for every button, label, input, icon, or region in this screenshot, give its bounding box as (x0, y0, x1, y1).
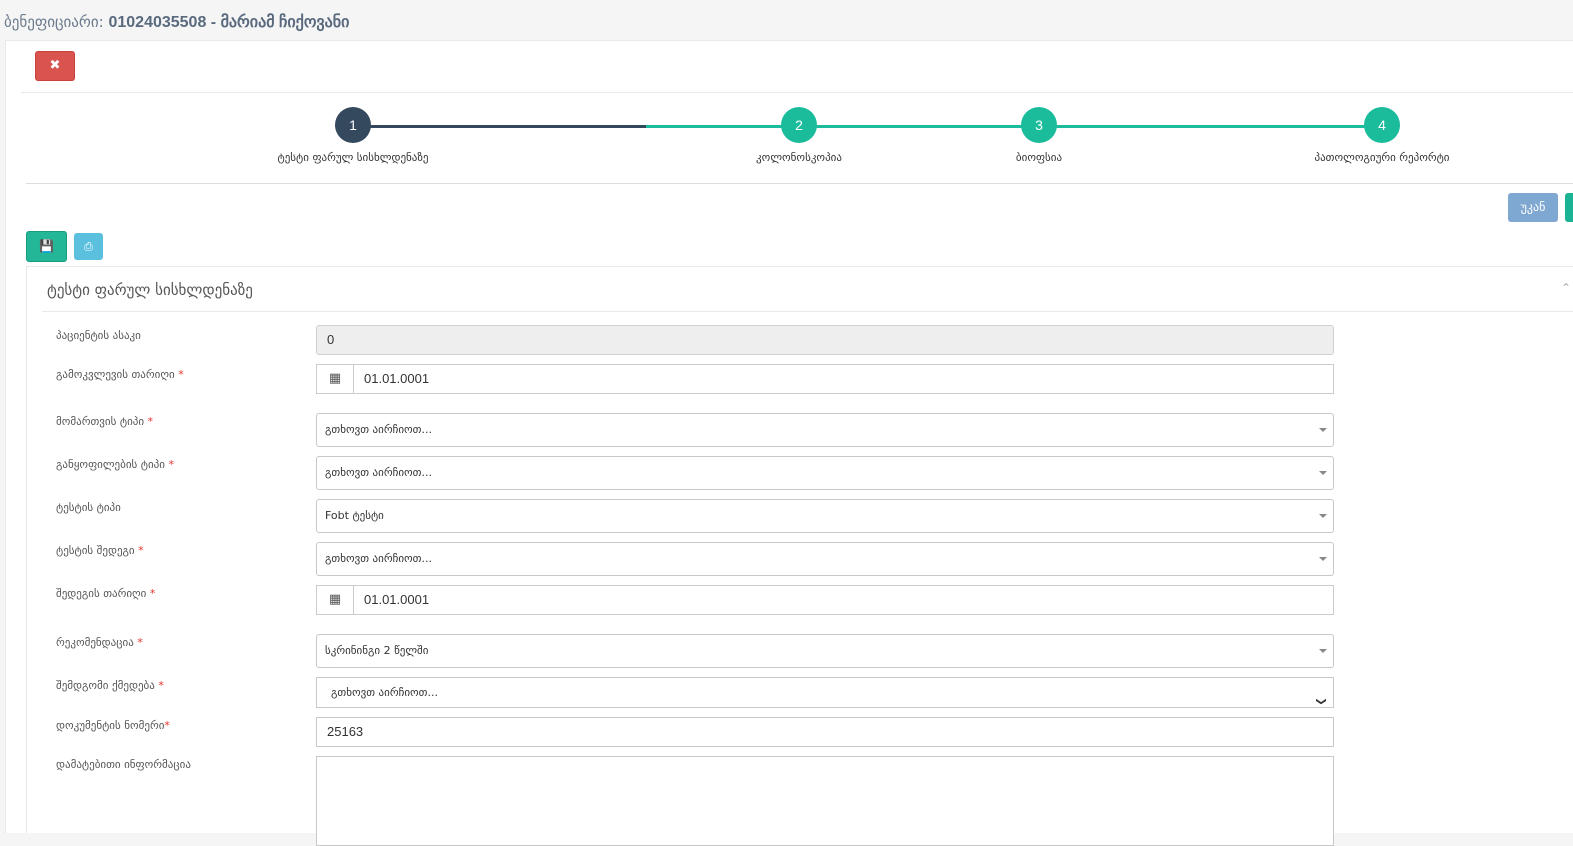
result-date-value: 01.01.0001 (354, 586, 429, 614)
wizard-step-3-label[interactable]: ბიოფსია (1016, 151, 1062, 164)
form-panel: ტესტი ფარულ სისხლდენაზე ⌃ პაციენტის ასაკ… (26, 266, 1573, 833)
selected-value: გთხოვთ აირჩიოთ... (325, 552, 432, 565)
wizard-step-1[interactable]: 1 (335, 107, 371, 143)
document-number-input[interactable]: 25163 (316, 717, 1334, 747)
back-button[interactable]: უკან (1508, 193, 1558, 222)
beneficiary-header: ბენეფიციარი: 01024035508 - მარიამ ჩიქოვა… (0, 0, 1573, 40)
selected-value: გთხოვთ აირჩიოთ... (331, 686, 438, 699)
times-icon: ✖ (50, 58, 61, 73)
caret-down-icon (1319, 428, 1327, 432)
test-result-select[interactable]: გთხოვთ აირჩიოთ... (316, 542, 1334, 576)
required-marker: * (138, 544, 144, 557)
field-label: შემდგომი ქმედება (56, 679, 155, 692)
field-label: მომართვის ტიპი (56, 415, 144, 428)
required-marker: * (158, 679, 164, 692)
wizard-step-4-label[interactable]: პათოლოგიური რეპორტი (1315, 151, 1450, 164)
field-label: გამოკვლევის თარიღი (56, 368, 175, 381)
progress-line-done (353, 125, 646, 128)
divider (26, 183, 1573, 184)
department-type-select[interactable]: გთხოვთ აირჩიოთ... (316, 456, 1334, 490)
next-action-select[interactable]: გთხოვთ აირჩიოთ... ❯ (316, 677, 1334, 708)
selected-value: სკრინინგი 2 წელში (325, 644, 428, 657)
floppy-icon: 💾 (39, 239, 54, 253)
next-button[interactable] (1565, 193, 1573, 222)
divider (42, 311, 1573, 312)
beneficiary-label: ბენეფიციარი: (4, 13, 104, 31)
exam-date-value: 01.01.0001 (354, 365, 429, 393)
wizard-step-4[interactable]: 4 (1364, 107, 1400, 143)
print-icon: ⎙ (84, 240, 93, 253)
close-button[interactable]: ✖ (35, 51, 75, 81)
wizard: 1 2 3 4 ტესტი ფარულ სისხლდენაზე კოლონოსკ… (26, 107, 1573, 183)
referral-type-select[interactable]: გთხოვთ აირჩიოთ... (316, 413, 1334, 447)
save-button[interactable]: 💾 (26, 231, 67, 262)
divider (21, 92, 1573, 93)
wizard-step-3[interactable]: 3 (1021, 107, 1057, 143)
caret-down-icon (1319, 557, 1327, 561)
calendar-icon[interactable]: ▦ (317, 365, 354, 393)
field-label: დამატებითი ინფორმაცია (56, 758, 191, 771)
required-marker: * (178, 368, 184, 381)
chevron-down-icon: ❯ (1306, 697, 1335, 705)
required-marker: * (148, 415, 154, 428)
main-content: ✖ 1 2 3 4 ტესტი ფარულ სისხლდენაზე კოლონო… (5, 40, 1573, 833)
recommendation-select[interactable]: სკრინინგი 2 წელში (316, 634, 1334, 668)
beneficiary-value: 01024035508 - მარიამ ჩიქოვანი (108, 14, 349, 31)
field-label: განყოფილების ტიპი (56, 458, 165, 471)
selected-value: გთხოვთ აირჩიოთ... (325, 466, 432, 479)
field-label: პაციენტის ასაკი (56, 329, 141, 342)
field-label: რეკომენდაცია (56, 636, 134, 649)
selected-value: Fobt ტესტი (325, 509, 384, 522)
calendar-icon[interactable]: ▦ (317, 586, 354, 614)
result-date-input[interactable]: ▦01.01.0001 (316, 585, 1334, 615)
caret-down-icon (1319, 649, 1327, 653)
caret-down-icon (1319, 514, 1327, 518)
caret-down-icon (1319, 471, 1327, 475)
print-button[interactable]: ⎙ (74, 233, 103, 260)
field-label: შედეგის თარიღი (56, 587, 146, 600)
wizard-step-1-label[interactable]: ტესტი ფარულ სისხლდენაზე (278, 151, 429, 164)
test-type-select[interactable]: Fobt ტესტი (316, 499, 1334, 533)
panel-title: ტესტი ფარულ სისხლდენაზე (47, 281, 253, 299)
patient-age-input[interactable]: 0 (316, 325, 1334, 355)
exam-date-input[interactable]: ▦01.01.0001 (316, 364, 1334, 394)
chevron-up-icon[interactable]: ⌃ (1561, 281, 1571, 295)
field-label: ტესტის შედეგი (56, 544, 135, 557)
required-marker: * (150, 587, 156, 600)
wizard-step-2-label[interactable]: კოლონოსკოპია (756, 151, 842, 164)
field-label: დოკუმენტის ნომერი (56, 719, 164, 732)
required-marker: * (168, 458, 174, 471)
field-label: ტესტის ტიპი (56, 501, 121, 514)
required-marker: * (137, 636, 143, 649)
progress-line-todo (646, 125, 1382, 128)
selected-value: გთხოვთ აირჩიოთ... (325, 423, 432, 436)
wizard-step-2[interactable]: 2 (781, 107, 817, 143)
required-marker: * (164, 719, 170, 732)
